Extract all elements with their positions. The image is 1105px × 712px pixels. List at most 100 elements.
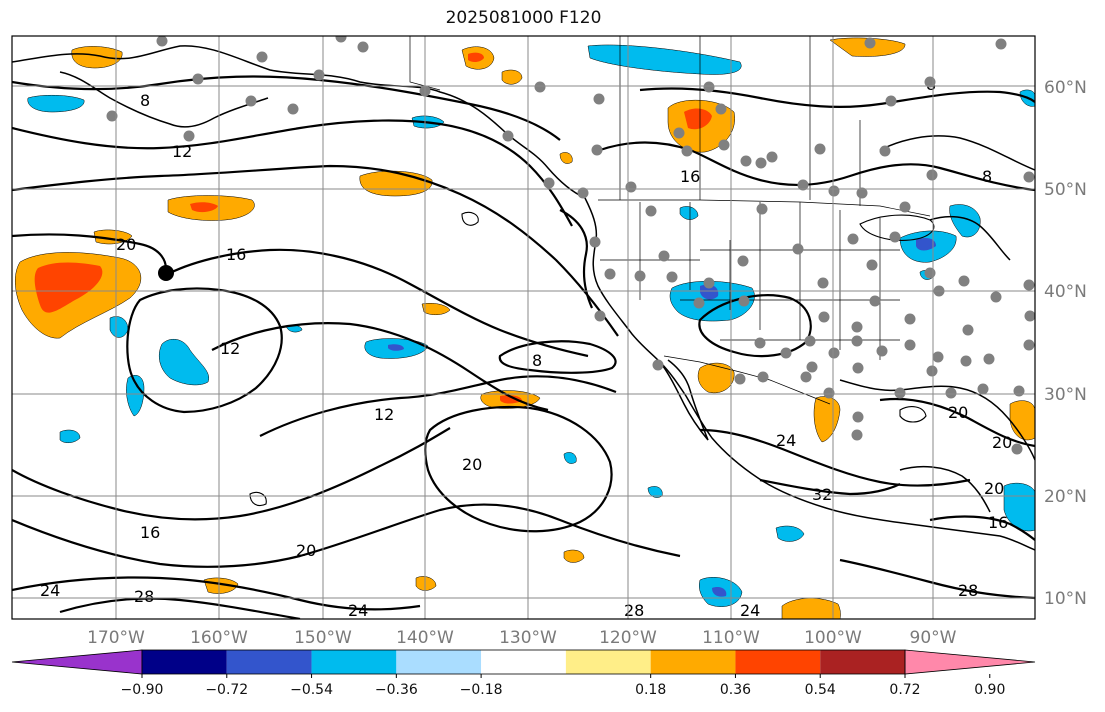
- station-marker: [926, 365, 938, 377]
- longitude-axis: 170°W 160°W 150°W 140°W 130°W 120°W 110°…: [87, 628, 957, 648]
- contour-east-20: [879, 397, 1035, 448]
- station-marker: [804, 335, 816, 347]
- coastline-hudson: [879, 135, 1035, 171]
- lat-label-10n: 10°N: [1044, 589, 1087, 609]
- contour-label: 16: [680, 167, 700, 186]
- colorbar-tick-label: 0.54: [805, 682, 836, 698]
- contour-label-group: 8 12 20 16 12 8 12 20 16 20 24 28 24 28 …: [40, 75, 1012, 620]
- station-marker: [754, 337, 766, 349]
- contour-label: 20: [296, 541, 316, 560]
- station-marker: [851, 335, 863, 347]
- station-marker: [1024, 310, 1035, 322]
- contour-12-mid: [211, 322, 549, 412]
- station-marker: [593, 93, 605, 105]
- contour-thin-1: [461, 211, 479, 226]
- positive-patch: [500, 395, 522, 404]
- contour-12: [12, 119, 573, 227]
- colorbar-segment: [820, 650, 905, 674]
- colorbar-tick-label: 0.36: [720, 682, 751, 698]
- lon-label-150w: 150°W: [294, 628, 352, 648]
- negative-patch: [712, 586, 727, 597]
- station-marker: [792, 243, 804, 255]
- station-marker: [106, 110, 118, 122]
- station-marker: [591, 144, 603, 156]
- station-marker: [737, 255, 749, 267]
- positive-patch: [697, 362, 735, 394]
- station-marker: [904, 339, 916, 351]
- station-marker: [962, 324, 974, 336]
- contour-16-south: [12, 427, 451, 521]
- colorbar: −0.90 −0.72 −0.54 −0.36 −0.18 0.18 0.36 0.54 0.7…: [11, 649, 1036, 698]
- negative-patch: [27, 95, 85, 113]
- colorbar-segment: [311, 650, 397, 674]
- positive-patch: [421, 303, 451, 315]
- station-marker: [885, 95, 897, 107]
- positive-patch: [1009, 400, 1035, 441]
- station-marker: [1023, 339, 1035, 351]
- station-marker: [806, 361, 818, 373]
- contour-label: 28: [624, 601, 644, 620]
- colorbar-segment: [481, 650, 566, 674]
- contour-label: 24: [776, 431, 796, 450]
- lon-label-130w: 130°W: [499, 628, 557, 648]
- station-marker: [828, 185, 840, 197]
- station-marker: [740, 155, 752, 167]
- map-title: 2025081000 F120: [445, 8, 602, 28]
- station-marker: [256, 51, 268, 63]
- coastline-alaska: [12, 45, 586, 199]
- colorbar-tick-label: 0.18: [635, 682, 666, 698]
- lat-label-60n: 60°N: [1044, 78, 1087, 98]
- shaded-anomalies: [15, 37, 1035, 619]
- station-marker: [876, 345, 888, 357]
- contour-east-16: [929, 515, 1035, 541]
- station-marker: [183, 130, 195, 142]
- contour-pacific-nw: [559, 209, 594, 309]
- station-marker: [673, 127, 685, 139]
- station-marker: [652, 359, 664, 371]
- station-marker: [866, 259, 878, 271]
- positive-patch: [781, 598, 841, 619]
- station-marker: [245, 95, 257, 107]
- colorbar-segment: [226, 650, 312, 674]
- station-marker: [313, 69, 325, 81]
- contour-20: [12, 233, 167, 277]
- contour-label: 20: [116, 235, 136, 254]
- map-plot-area: 8 12 20 16 12 8 12 20 16 20 24 28 24 28 …: [11, 35, 1036, 620]
- positive-patch: [359, 170, 433, 197]
- station-marker: [797, 179, 809, 191]
- contour-canada-12: [639, 87, 1035, 108]
- negative-patch: [563, 452, 577, 464]
- station-marker: [757, 371, 769, 383]
- positive-patch: [415, 576, 437, 591]
- colorbar-segment: [565, 650, 651, 674]
- contour-label: 16: [140, 523, 160, 542]
- station-marker: [502, 130, 514, 142]
- station-marker: [990, 291, 1002, 303]
- station-marker: [666, 271, 678, 283]
- colorbar-tick-label: −0.90: [121, 682, 164, 698]
- station-marker: [847, 233, 859, 245]
- station-marker: [960, 355, 972, 367]
- lat-label-50n: 50°N: [1044, 180, 1087, 200]
- station-marker: [879, 145, 891, 157]
- graticule: [12, 36, 1035, 619]
- contour-16-west: [163, 248, 589, 358]
- coastline-great-lakes: [929, 215, 1011, 261]
- station-marker: [924, 267, 936, 279]
- station-marker: [634, 270, 646, 282]
- station-markers: [106, 36, 1035, 455]
- contour-28: [59, 597, 301, 619]
- station-marker: [894, 387, 906, 399]
- station-marker: [852, 411, 864, 423]
- colorbar-frame: [141, 649, 906, 675]
- negative-patch: [700, 284, 719, 300]
- station-marker: [1023, 171, 1035, 183]
- station-marker: [734, 373, 746, 385]
- colorbar-tick-label: −0.54: [290, 682, 333, 698]
- lon-label-160w: 160°W: [190, 628, 248, 648]
- latitude-axis: 60°N 50°N 40°N 30°N 20°N 10°N: [1044, 78, 1087, 609]
- station-marker: [543, 177, 555, 189]
- positive-patch: [34, 262, 103, 313]
- colorbar-tick-label: 0.72: [889, 682, 920, 698]
